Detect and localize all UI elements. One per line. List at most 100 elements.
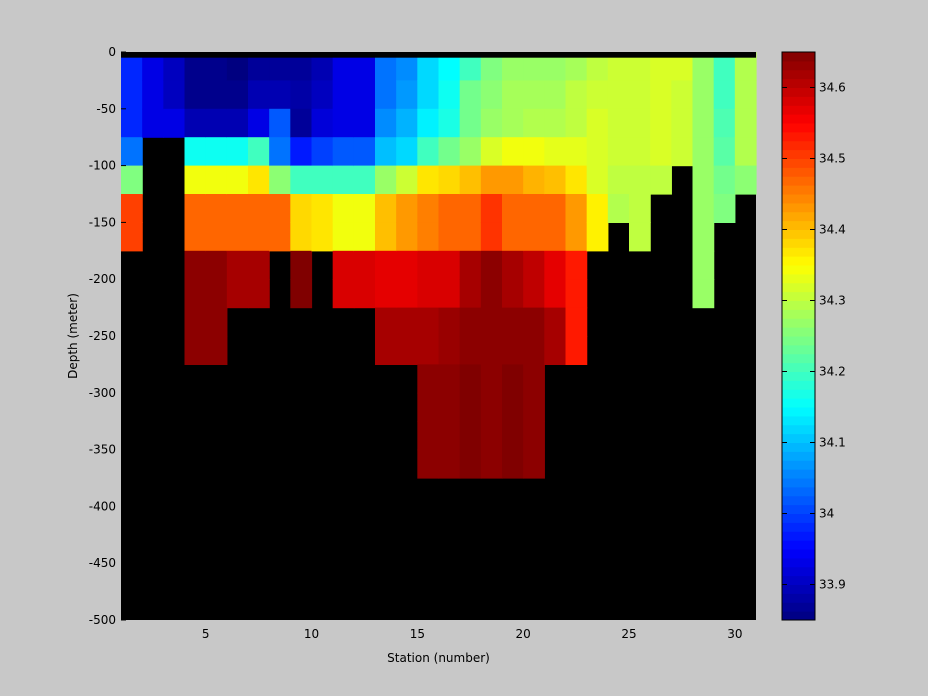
heatmap-cell	[438, 250, 461, 280]
colorbar-swatch	[782, 549, 815, 559]
heatmap-cell	[480, 222, 503, 252]
heatmap-cell	[502, 307, 524, 337]
heatmap-cell	[332, 250, 355, 280]
heatmap-cell	[607, 165, 630, 195]
heatmap-cell	[269, 108, 291, 138]
heatmap-cell	[248, 108, 270, 138]
y-tick-label: -300	[89, 386, 116, 400]
heatmap-cell	[459, 421, 482, 451]
heatmap-cell	[353, 165, 376, 195]
heatmap-cell	[375, 250, 397, 280]
heatmap-cell	[586, 137, 609, 167]
heatmap-cell	[396, 336, 418, 365]
colorbar-swatch	[782, 309, 815, 319]
heatmap-cell	[121, 222, 143, 252]
heatmap-cell	[121, 80, 143, 110]
x-tick-label: 15	[410, 627, 425, 641]
x-tick-label: 5	[202, 627, 210, 641]
heatmap-cell	[544, 336, 567, 365]
heatmap-cell	[523, 108, 545, 138]
heatmap-cell	[523, 165, 545, 195]
heatmap-cell	[523, 194, 545, 223]
heatmap-cell	[184, 80, 207, 110]
colorbar-swatch	[782, 362, 815, 373]
heatmap-cell	[353, 108, 376, 138]
heatmap-cell	[459, 80, 482, 110]
heatmap-cell	[692, 165, 715, 195]
colorbar-swatch	[782, 513, 815, 523]
heatmap-cell	[692, 250, 715, 280]
heatmap-cell	[438, 80, 461, 110]
heatmap-cell	[502, 449, 524, 479]
heatmap-cell	[713, 80, 736, 110]
heatmap-cell	[248, 194, 270, 223]
heatmap-cell	[586, 52, 609, 81]
colorbar-swatch	[782, 176, 815, 186]
heatmap-cell	[480, 137, 503, 167]
heatmap-cell	[269, 52, 291, 81]
y-tick-label: -50	[96, 102, 116, 116]
heatmap-cell	[248, 250, 270, 280]
colorbar-swatch	[782, 265, 815, 275]
heatmap-cell	[502, 392, 524, 422]
y-tick-label: -200	[89, 272, 116, 286]
heatmap-cell	[650, 165, 672, 195]
heatmap-cell	[353, 137, 376, 167]
heatmap-cell	[692, 80, 715, 110]
heatmap-cell	[459, 222, 482, 252]
heatmap-cell	[248, 52, 270, 81]
heatmap-cell	[459, 364, 482, 394]
heatmap-cell	[607, 80, 630, 110]
surface-band	[121, 52, 756, 58]
colorbar-swatch	[782, 433, 815, 444]
heatmap-cell	[311, 194, 334, 223]
heatmap-cell	[438, 336, 461, 365]
heatmap-cell	[565, 108, 588, 138]
heatmap-cell	[417, 364, 440, 394]
heatmap-cell	[523, 279, 545, 309]
heatmap-cell	[438, 194, 461, 223]
heatmap-cell	[205, 279, 228, 309]
heatmap-cell	[184, 137, 207, 167]
heatmap-cell	[417, 392, 440, 422]
heatmap-cell	[502, 80, 524, 110]
colorbar-swatch	[782, 211, 815, 222]
colorbar-swatch	[782, 123, 815, 133]
colorbar-swatch	[782, 566, 815, 577]
colorbar-swatch	[782, 557, 815, 568]
heatmap-cell	[544, 108, 567, 138]
heatmap-cell	[734, 165, 757, 195]
heatmap-cell	[671, 137, 694, 167]
heatmap-cell	[205, 194, 228, 223]
heatmap-cell	[290, 250, 313, 280]
heatmap-cell	[226, 137, 249, 167]
heatmap-cell	[480, 392, 503, 422]
heatmap-cell	[311, 80, 334, 110]
heatmap-cell	[480, 250, 503, 280]
heatmap-cell	[438, 52, 461, 81]
heatmap-cell	[248, 137, 270, 167]
colorbar	[781, 51, 816, 621]
heatmap-cell	[671, 108, 694, 138]
colorbar-tick-label: 34.1	[819, 436, 846, 450]
heatmap-cell	[438, 222, 461, 252]
heatmap-cell	[205, 222, 228, 252]
heatmap-cell	[311, 165, 334, 195]
heatmap-cell	[459, 279, 482, 309]
colorbar-swatch	[782, 398, 815, 408]
heatmap-cell	[332, 165, 355, 195]
heatmap-cell	[417, 449, 440, 479]
heatmap-cell	[438, 165, 461, 195]
colorbar-swatch	[782, 540, 815, 550]
colorbar-swatch	[782, 478, 815, 488]
heatmap-cell	[353, 279, 376, 309]
heatmap-cell	[438, 449, 461, 479]
heatmap-cell	[523, 449, 545, 479]
heatmap-cell	[438, 307, 461, 337]
heatmap-cell	[205, 307, 228, 337]
heatmap-cell	[565, 307, 588, 337]
heatmap-cell	[417, 307, 440, 337]
colorbar-swatch	[782, 300, 815, 310]
heatmap-cells	[121, 52, 757, 479]
colorbar-swatch	[782, 575, 815, 586]
